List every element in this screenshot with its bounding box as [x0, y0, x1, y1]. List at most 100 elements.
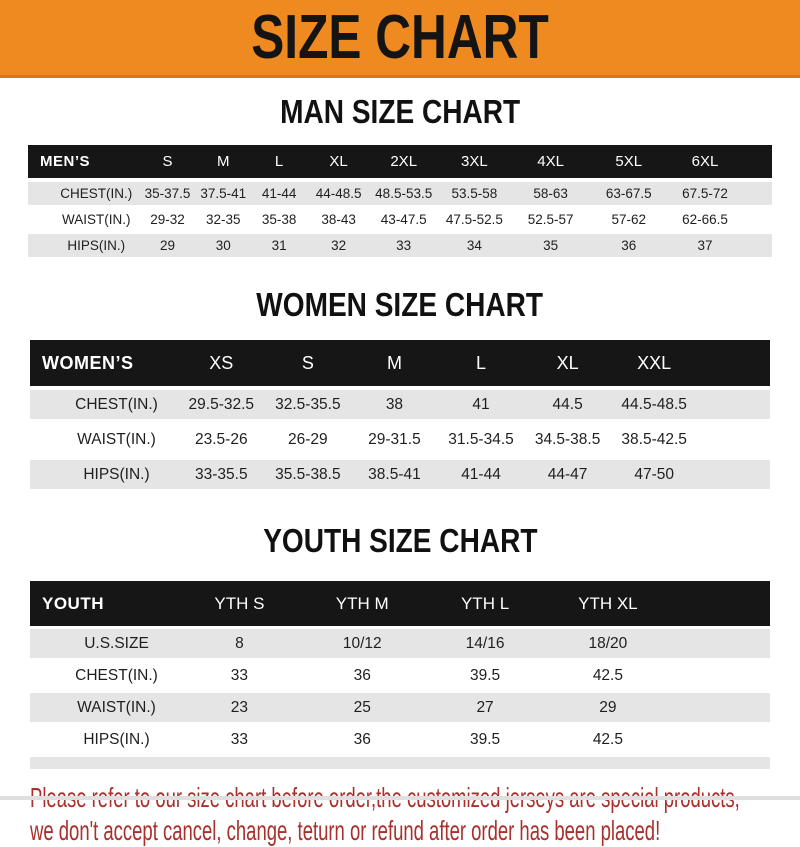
bottom-strip-cell [30, 755, 770, 769]
value-cell: 29.5-32.5 [178, 388, 265, 425]
column-header: YTH XL [546, 581, 670, 629]
value-cell: 41-44 [437, 457, 525, 495]
men-hips-row: HIPS(IN.) 29 30 31 32 33 34 35 36 37 [28, 232, 772, 260]
row-label: CHEST(IN.) [30, 388, 178, 425]
spacer-cell [669, 627, 770, 661]
value-cell: 42.5 [546, 659, 670, 693]
women-heading-text: WOMEN SIZE CHART [256, 286, 544, 323]
men-section-heading: MAN SIZE CHART [0, 93, 800, 138]
value-cell: 37 [667, 232, 743, 260]
women-table-header-row: WOMEN’S XS S M L XL XXL [30, 340, 770, 390]
value-cell: 41-44 [251, 180, 307, 208]
value-cell: 33 [370, 232, 438, 260]
value-cell: 48.5-53.5 [370, 180, 438, 208]
disclaimer-line-2: we don't accept cancel, change, teturn o… [30, 815, 661, 846]
value-cell: 29 [546, 691, 670, 725]
value-cell: 63-67.5 [589, 180, 668, 208]
column-header: XXL [610, 340, 698, 390]
row-label: WAIST(IN.) [30, 691, 178, 725]
value-cell: 33-35.5 [178, 457, 265, 495]
column-header: L [437, 340, 525, 390]
women-section-heading: WOMEN SIZE CHART [0, 286, 800, 331]
value-cell: 33 [178, 723, 301, 757]
column-header: 6XL [667, 145, 743, 182]
spacer-cell [742, 232, 772, 260]
spacer-cell [742, 206, 772, 234]
column-header: YTH S [178, 581, 301, 629]
value-cell: 53.5-58 [437, 180, 512, 208]
value-cell: 62-66.5 [667, 206, 743, 234]
value-cell: 41 [437, 388, 525, 425]
table-corner-label: MEN’S [28, 145, 140, 182]
value-cell: 43-47.5 [370, 206, 438, 234]
youth-table-bottom-strip [30, 755, 770, 769]
spacer-cell [669, 659, 770, 693]
value-cell: 33 [178, 659, 301, 693]
column-header: M [195, 145, 252, 182]
row-label: WAIST(IN.) [30, 422, 178, 460]
value-cell: 44-47 [524, 457, 611, 495]
youth-waist-row: WAIST(IN.) 23 25 27 29 [30, 691, 770, 725]
value-cell: 67.5-72 [667, 180, 743, 208]
value-cell: 23 [178, 691, 301, 725]
value-cell: 38-43 [306, 206, 371, 234]
column-header: XS [178, 340, 265, 390]
value-cell: 35 [511, 232, 590, 260]
column-header: 5XL [589, 145, 668, 182]
value-cell: 52.5-57 [511, 206, 590, 234]
column-header: L [251, 145, 307, 182]
column-header: YTH M [300, 581, 424, 629]
youth-table-header-row: YOUTH YTH S YTH M YTH L YTH XL [30, 581, 770, 629]
row-label: CHEST(IN.) [28, 180, 140, 208]
men-section: MAN SIZE CHART MEN’S S M L XL 2XL 3XL 4XL 5XL 6XL… [0, 93, 800, 260]
disclaimer: Please refer to our size chart before or… [30, 781, 800, 847]
value-cell: 38.5-41 [351, 457, 438, 495]
spacer-cell [742, 145, 772, 182]
value-cell: 42.5 [546, 723, 670, 757]
column-header: 2XL [370, 145, 438, 182]
spacer-cell [669, 581, 770, 629]
men-size-table: MEN’S S M L XL 2XL 3XL 4XL 5XL 6XL CHEST(IN.) 35-3… [28, 145, 772, 260]
value-cell: 44.5 [524, 388, 611, 425]
column-header: M [351, 340, 438, 390]
row-label: HIPS(IN.) [30, 723, 178, 757]
women-waist-row: WAIST(IN.) 23.5-26 26-29 29-31.5 31.5-34.5 34… [30, 422, 770, 460]
youth-chest-row: CHEST(IN.) 33 36 39.5 42.5 [30, 659, 770, 693]
value-cell: 36 [300, 659, 424, 693]
value-cell: 44.5-48.5 [610, 388, 698, 425]
spacer-cell [669, 723, 770, 757]
youth-section-heading: YOUTH SIZE CHART [0, 522, 800, 567]
row-label: CHEST(IN.) [30, 659, 178, 693]
value-cell: 26-29 [264, 422, 352, 460]
value-cell: 36 [300, 723, 424, 757]
size-chart-banner: SIZE CHART [0, 0, 800, 78]
value-cell: 35-37.5 [139, 180, 196, 208]
value-cell: 29-31.5 [351, 422, 438, 460]
men-chest-row: CHEST(IN.) 35-37.5 37.5-41 41-44 44-48.5 48.5… [28, 180, 772, 208]
value-cell: 34.5-38.5 [524, 422, 611, 460]
value-cell: 35.5-38.5 [264, 457, 352, 495]
column-header: 3XL [437, 145, 512, 182]
value-cell: 27 [423, 691, 547, 725]
banner-title: SIZE CHART [251, 2, 549, 72]
value-cell: 32.5-35.5 [264, 388, 352, 425]
value-cell: 23.5-26 [178, 422, 265, 460]
value-cell: 39.5 [423, 659, 547, 693]
men-waist-row: WAIST(IN.) 29-32 32-35 35-38 38-43 43-47.5 47.… [28, 206, 772, 234]
value-cell: 25 [300, 691, 424, 725]
value-cell: 36 [589, 232, 668, 260]
row-label: HIPS(IN.) [28, 232, 140, 260]
value-cell: 57-62 [589, 206, 668, 234]
value-cell: 31.5-34.5 [437, 422, 525, 460]
value-cell: 31 [251, 232, 307, 260]
value-cell: 10/12 [300, 627, 424, 661]
value-cell: 18/20 [546, 627, 670, 661]
spacer-cell [697, 422, 770, 460]
value-cell: 47.5-52.5 [437, 206, 512, 234]
value-cell: 35-38 [251, 206, 307, 234]
value-cell: 47-50 [610, 457, 698, 495]
table-corner-label: YOUTH [30, 581, 178, 629]
column-header: S [264, 340, 352, 390]
spacer-cell [697, 457, 770, 495]
women-hips-row: HIPS(IN.) 33-35.5 35.5-38.5 38.5-41 41-44 44-… [30, 457, 770, 495]
